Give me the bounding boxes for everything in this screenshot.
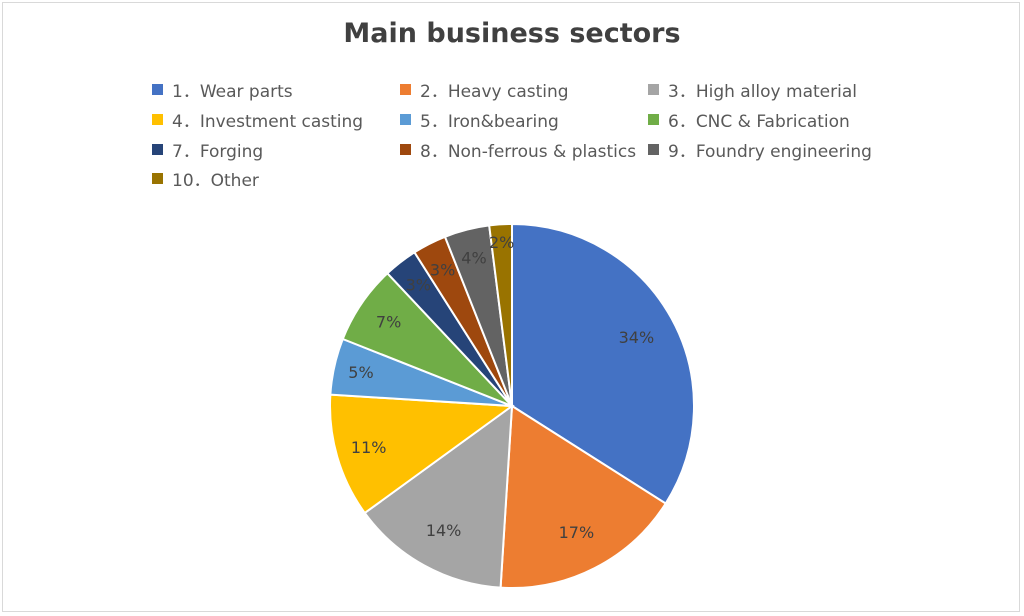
pie-slice xyxy=(511,222,695,505)
legend-swatch xyxy=(400,83,411,95)
data-label: 3% xyxy=(406,276,431,295)
legend-label: 8．Non-ferrous & plastics xyxy=(420,141,637,162)
pie-slice xyxy=(363,403,514,589)
legend-item: 7．Forging xyxy=(152,137,264,162)
pie-slice xyxy=(488,222,513,407)
legend-label: 4．Investment casting xyxy=(172,111,364,132)
legend-label: 6．CNC & Fabrication xyxy=(668,111,850,132)
legend-item: 3．High alloy material xyxy=(648,77,857,102)
legend-swatch xyxy=(400,113,411,125)
legend-label: 3．High alloy material xyxy=(668,81,857,102)
legend-label: 1．Wear parts xyxy=(172,81,293,102)
legend-item: 1．Wear parts xyxy=(152,77,293,102)
legend-swatch xyxy=(152,113,163,125)
legend-item: 5．Iron&bearing xyxy=(400,107,559,132)
data-label: 34% xyxy=(619,328,655,347)
data-label: 2% xyxy=(489,233,514,252)
chart-title: Main business sectors xyxy=(343,18,681,49)
data-label: 17% xyxy=(559,523,595,542)
legend-swatch xyxy=(648,113,659,125)
data-label: 3% xyxy=(430,260,455,279)
legend-label: 10．Other xyxy=(172,170,259,191)
legend-swatch xyxy=(648,143,659,155)
legend-label: 2．Heavy casting xyxy=(420,81,569,102)
data-label: 7% xyxy=(376,313,401,332)
legend-swatch xyxy=(152,143,163,155)
legend-item: 4．Investment casting xyxy=(152,107,364,132)
legend-item: 9．Foundry engineering xyxy=(648,137,872,162)
data-label: 5% xyxy=(348,363,373,382)
legend-swatch xyxy=(648,83,659,95)
legend-swatch xyxy=(400,143,411,155)
legend-item: 8．Non-ferrous & plastics xyxy=(400,137,637,162)
pie-slice xyxy=(329,393,515,515)
legend-label: 7．Forging xyxy=(172,141,264,162)
data-label: 11% xyxy=(351,438,387,457)
chart-legend: 1．Wear parts 2．Heavy casting 3．High alloy … xyxy=(0,0,1024,200)
legend-swatch xyxy=(152,83,163,95)
legend-swatch xyxy=(152,172,163,184)
data-label: 4% xyxy=(461,248,486,267)
pie-slice xyxy=(499,404,668,589)
legend-item: 6．CNC & Fabrication xyxy=(648,107,850,132)
legend-item: 2．Heavy casting xyxy=(400,77,569,102)
legend-label: 9．Foundry engineering xyxy=(668,141,872,162)
legend-label: 5．Iron&bearing xyxy=(420,111,559,132)
data-label: 14% xyxy=(426,521,462,540)
legend-item: 10．Other xyxy=(152,166,259,191)
